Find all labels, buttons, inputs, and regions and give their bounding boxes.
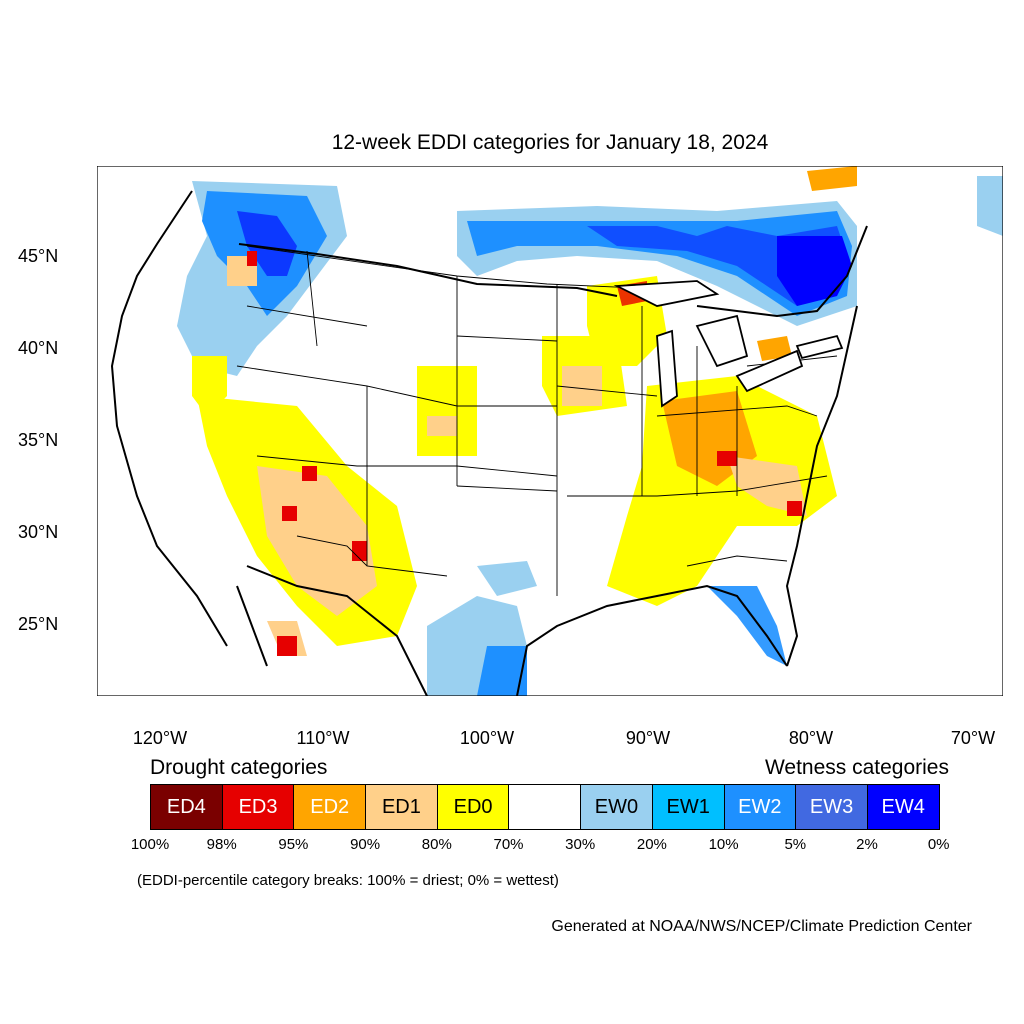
legend-break-label: 10% xyxy=(708,836,739,853)
legend-break-label: 98% xyxy=(206,836,237,853)
map-title: 12-week EDDI categories for January 18, … xyxy=(331,131,769,154)
legend-swatch-ew1: EW1 xyxy=(651,784,725,830)
legend-break-label: 100% xyxy=(130,836,170,853)
legend-swatch-ew0: EW0 xyxy=(580,784,653,830)
lon-label-110: 110°W xyxy=(296,728,350,748)
legend-swatch-ed3: ED3 xyxy=(221,784,295,830)
legend-swatch-ed2: ED2 xyxy=(293,784,367,830)
legend-break-label: 5% xyxy=(784,836,807,853)
legend-colorbar: ED4 ED3 ED2 ED1 ED0 EW0 EW1 EW2 EW3 EW4 xyxy=(150,784,940,830)
legend-break-label: 30% xyxy=(565,836,596,853)
legend-break-label: 0% xyxy=(927,836,950,853)
eddi-map xyxy=(97,166,1003,696)
great-lakes xyxy=(613,280,844,408)
wetness-heading: Wetness categories xyxy=(764,756,949,779)
legend-swatch-neutral xyxy=(508,784,582,830)
legend-swatch-ed0: ED0 xyxy=(436,784,510,830)
lon-label-80: 80°W xyxy=(788,728,834,748)
lon-label-120: 120°W xyxy=(132,728,188,748)
legend-swatch-ew4: EW4 xyxy=(866,784,940,830)
state-boundaries xyxy=(236,245,838,596)
lon-label-100: 100°W xyxy=(459,728,515,748)
legend-break-label: 70% xyxy=(493,836,524,853)
legend-swatch-ed1: ED1 xyxy=(365,784,438,830)
lat-label-45: 45°N xyxy=(18,246,59,266)
legend-break-label: 20% xyxy=(636,836,667,853)
drought-regions xyxy=(192,166,857,656)
lon-label-90: 90°W xyxy=(625,728,671,748)
legend-break-label: 80% xyxy=(421,836,452,853)
legend-swatch-ew2: EW2 xyxy=(723,784,797,830)
lat-label-25: 25°N xyxy=(18,614,59,634)
wetness-regions xyxy=(177,176,1003,696)
legend-break-label: 2% xyxy=(856,836,878,853)
legend-swatch-ew3: EW3 xyxy=(795,784,868,830)
drought-heading: Drought categories xyxy=(150,756,328,779)
lat-label-30: 30°N xyxy=(18,522,59,542)
credit-line: Generated at NOAA/NWS/NCEP/Climate Predi… xyxy=(551,918,972,935)
category-note: (EDDI-percentile category breaks: 100% =… xyxy=(137,872,559,889)
coastline xyxy=(110,190,868,696)
lat-label-35: 35°N xyxy=(18,430,59,450)
legend-break-label: 90% xyxy=(350,836,381,853)
legend-swatch-ed4: ED4 xyxy=(150,784,223,830)
legend-break-label: 95% xyxy=(278,836,309,853)
lon-label-70: 70°W xyxy=(950,728,996,748)
lat-label-40: 40°N xyxy=(18,338,59,358)
